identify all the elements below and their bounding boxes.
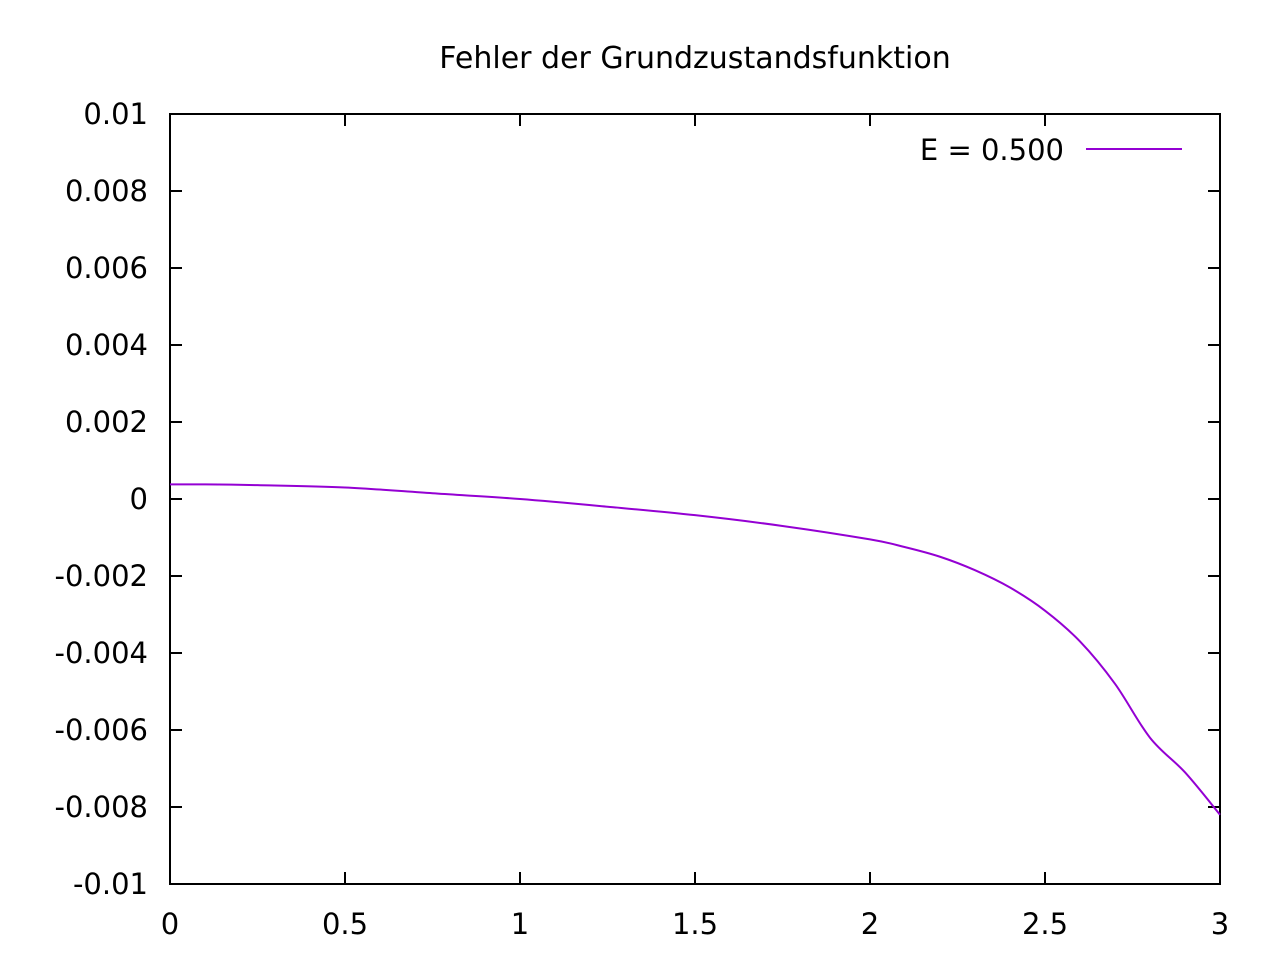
x-tick-label: 0.5	[322, 907, 368, 941]
plot-area-border	[169, 113, 1221, 885]
y-tick-label: 0.004	[65, 328, 148, 362]
axis-ticks	[169, 113, 1221, 885]
y-tick-label: -0.002	[55, 559, 149, 593]
x-tick-label: 2	[861, 907, 879, 941]
legend-label-series-1: E = 0.500	[920, 133, 1064, 167]
chart-title: Fehler der Grundzustandsfunktion	[439, 41, 950, 76]
y-tick-label: 0.002	[65, 405, 148, 439]
x-axis-tick-labels: 0 0.5 1 1.5 2 2.5 3	[161, 907, 1229, 941]
x-tick-label: 1.5	[672, 907, 718, 941]
x-tick-label: 1	[511, 907, 529, 941]
y-tick-label: 0.01	[83, 97, 148, 131]
y-tick-label: 0.006	[65, 251, 148, 285]
x-tick-label: 2.5	[1022, 907, 1068, 941]
y-tick-label: -0.008	[55, 790, 149, 824]
legend: E = 0.500	[920, 133, 1182, 167]
y-tick-label: 0.008	[65, 174, 148, 208]
x-tick-label: 3	[1211, 907, 1229, 941]
y-axis-tick-labels: 0.01 0.008 0.006 0.004 0.002 0 -0.002 -0.004 -0.…	[55, 97, 149, 901]
y-tick-label: -0.01	[73, 867, 148, 901]
y-tick-label: 0	[130, 482, 148, 516]
x-tick-label: 0	[161, 907, 179, 941]
y-tick-label: -0.004	[55, 636, 149, 670]
series-layer	[169, 483, 1221, 816]
y-tick-label: -0.006	[55, 713, 149, 747]
series-line-1	[169, 483, 1221, 816]
